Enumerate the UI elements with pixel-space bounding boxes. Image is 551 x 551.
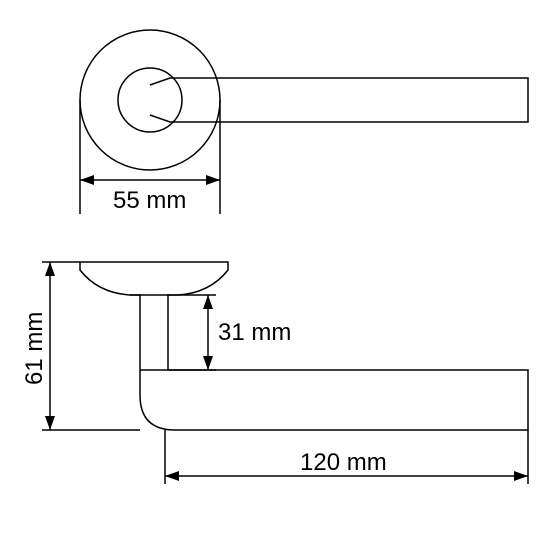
rose-outer-circle [80,30,220,170]
arrow-55-right [206,175,220,185]
dim-label-31: 31 mm [218,319,291,346]
arrow-61-top [45,262,55,276]
technical-drawing: 55 mm 61 mm 31 mm 120 mm [0,0,551,551]
arrow-61-bottom [45,416,55,430]
side-view: 61 mm 31 mm 120 mm [21,262,528,484]
top-view: 55 mm [80,30,528,214]
arrow-120-left [165,471,179,481]
handle-top-outline [150,78,528,122]
arrow-120-right [514,471,528,481]
dim-label-61: 61 mm [21,312,48,385]
dim-label-55: 55 mm [113,187,186,214]
arrow-31-top [203,295,213,309]
side-profile-outline [80,262,528,430]
arrow-55-left [80,175,94,185]
arrow-31-bottom [203,356,213,370]
dim-label-120: 120 mm [300,449,387,476]
